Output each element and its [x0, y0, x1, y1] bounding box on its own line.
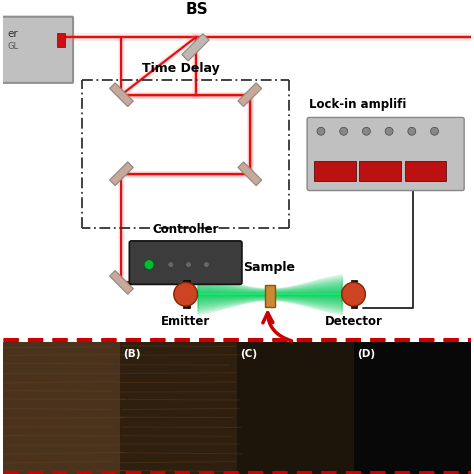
FancyBboxPatch shape [129, 241, 242, 284]
Bar [57, 34, 65, 47]
Circle shape [174, 283, 198, 306]
Circle shape [430, 128, 438, 135]
Polygon shape [109, 271, 133, 294]
Bar [264, 285, 274, 307]
Circle shape [203, 262, 210, 268]
Circle shape [342, 283, 365, 306]
Text: GL: GL [8, 42, 19, 51]
Text: (B): (B) [123, 348, 140, 358]
Bar [314, 161, 356, 181]
Bar [405, 161, 447, 181]
Text: Controller: Controller [152, 223, 219, 236]
Circle shape [317, 128, 325, 135]
Text: Emitter: Emitter [161, 315, 210, 328]
Polygon shape [109, 162, 133, 186]
Polygon shape [238, 83, 262, 107]
Circle shape [363, 128, 370, 135]
Text: er: er [8, 29, 18, 39]
Bar [351, 281, 357, 308]
Polygon shape [238, 162, 262, 186]
FancyBboxPatch shape [307, 118, 464, 191]
Text: Detector: Detector [325, 315, 383, 328]
Text: Time Delay: Time Delay [142, 62, 219, 75]
Circle shape [144, 260, 154, 270]
Circle shape [168, 262, 174, 268]
Bar [3, 342, 120, 474]
Bar [354, 342, 471, 474]
Bar [182, 281, 190, 308]
Bar [237, 342, 354, 474]
Text: Sample: Sample [244, 261, 296, 273]
Text: (C): (C) [240, 348, 257, 358]
Circle shape [385, 128, 393, 135]
Circle shape [408, 128, 416, 135]
FancyBboxPatch shape [0, 17, 73, 83]
Text: Lock-in amplifi: Lock-in amplifi [309, 98, 407, 110]
Polygon shape [182, 34, 209, 61]
Bar [120, 342, 237, 474]
Circle shape [186, 262, 191, 268]
Text: (D): (D) [357, 348, 375, 358]
Circle shape [340, 128, 347, 135]
Text: BS: BS [186, 2, 208, 17]
Polygon shape [109, 83, 133, 107]
Bar [359, 161, 401, 181]
